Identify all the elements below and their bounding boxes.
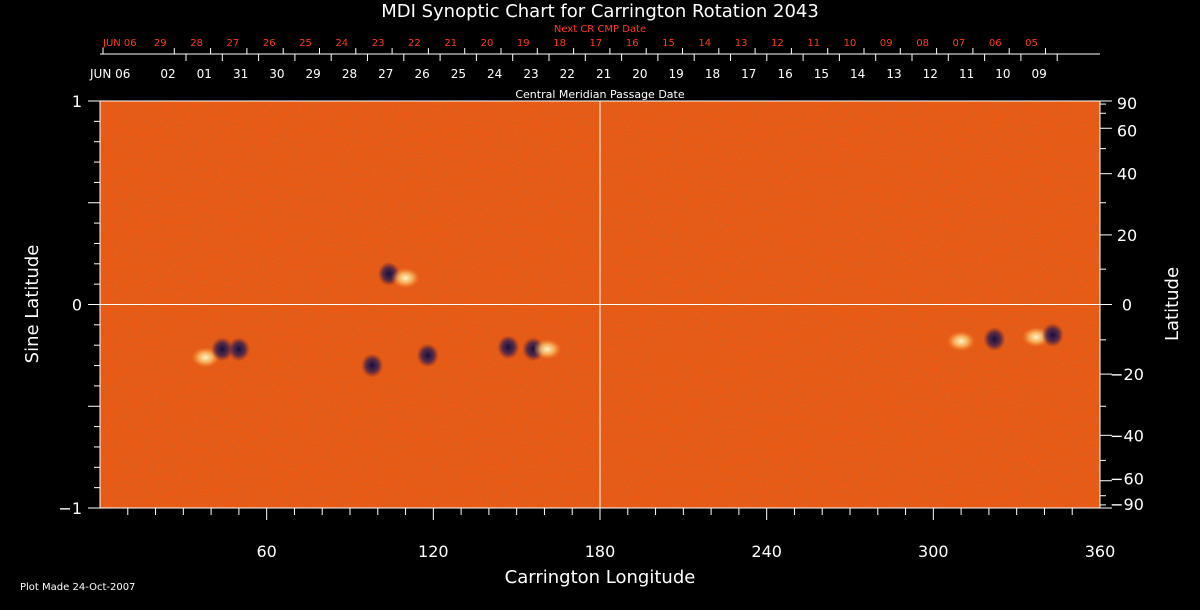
next-cr-tick-label: 13 <box>735 38 748 49</box>
cmp-tick-label: 31 <box>233 67 248 81</box>
y-left-tick-label: −1 <box>58 499 82 518</box>
y-right-tick-label: −60 <box>1110 470 1144 489</box>
next-cr-tick-label: 20 <box>481 38 494 49</box>
x-tick-label: 180 <box>585 542 616 561</box>
cmp-tick-label: 12 <box>923 67 938 81</box>
y-right-tick-label: 20 <box>1117 226 1137 245</box>
next-cr-tick-label: 18 <box>553 38 566 49</box>
cmp-tick-label: 15 <box>814 67 829 81</box>
y-axis-left-label: Sine Latitude <box>22 245 43 364</box>
x-tick-label: 60 <box>256 542 276 561</box>
active-region-3-negative <box>227 337 250 362</box>
next-cr-tick-label: 25 <box>299 38 312 49</box>
cmp-tick-label: 21 <box>596 67 611 81</box>
next-cr-tick-label: 12 <box>771 38 784 49</box>
next-cr-tick-label: 27 <box>227 38 240 49</box>
x-tick-label: 240 <box>751 542 782 561</box>
x-tick-label: 120 <box>418 542 449 561</box>
next-cr-tick-label: 07 <box>953 38 966 49</box>
next-cr-tick-label: JUN 06 <box>102 38 137 49</box>
cmp-tick-label: 23 <box>523 67 538 81</box>
next-cr-tick-label: 28 <box>190 38 203 49</box>
next-cr-tick-label: 23 <box>372 38 385 49</box>
y-right-tick-label: 60 <box>1117 121 1137 140</box>
cmp-tick-label: 09 <box>1032 67 1047 81</box>
next-cr-ticks: JUN 06 29 28 27 26 25 24 23 22 21 20 19 18 17 16 15 14 13… <box>102 38 1046 54</box>
cmp-ticks: JUN 06 02 01 31 30 29 28 27 26 25 24 23 22 21 20 19 18 17… <box>89 54 1058 81</box>
cmp-tick-label: 28 <box>342 67 357 81</box>
cmp-tick-label: 16 <box>777 67 792 81</box>
active-region-11-positive <box>947 331 976 352</box>
chart-title: MDI Synoptic Chart for Carrington Rotati… <box>381 1 819 22</box>
active-region-12-negative <box>983 327 1006 352</box>
cmp-tick-label: 26 <box>414 67 429 81</box>
y-axis-right-label: Latitude <box>1162 267 1183 341</box>
y-right-tick-label: 90 <box>1117 94 1137 113</box>
x-tick-label: 300 <box>918 542 949 561</box>
x-axis-label: Carrington Longitude <box>505 567 696 588</box>
next-cr-tick-label: 09 <box>880 38 893 49</box>
x-tick-label: 360 <box>1085 542 1116 561</box>
cmp-tick-label: 22 <box>560 67 575 81</box>
next-cr-tick-label: 22 <box>408 38 421 49</box>
next-cr-tick-label: 29 <box>154 38 167 49</box>
cmp-tick-label: 17 <box>741 67 756 81</box>
cmp-tick-label: 27 <box>378 67 393 81</box>
active-region-10-positive <box>533 339 562 360</box>
x-axis: 60 120 180 240 300 360 <box>127 508 1116 561</box>
cmp-tick-label: 13 <box>886 67 901 81</box>
active-region-5-positive <box>391 268 420 289</box>
cmp-tick-label: 02 <box>160 67 175 81</box>
next-cr-tick-label: 16 <box>626 38 639 49</box>
y-axis-right: 90 60 40 20 0 −20 −40 −60 −90 <box>1100 94 1144 514</box>
active-region-7-negative <box>416 343 439 368</box>
cmp-tick-label: 10 <box>995 67 1010 81</box>
cmp-tick-label: 24 <box>487 67 502 81</box>
y-right-tick-label: −40 <box>1110 426 1144 445</box>
cmp-tick-label: JUN 06 <box>89 67 130 81</box>
next-cr-tick-label: 11 <box>807 38 820 49</box>
cmp-tick-label: 25 <box>451 67 466 81</box>
next-cr-tick-label: 10 <box>844 38 857 49</box>
cmp-tick-label: 14 <box>850 67 865 81</box>
y-right-tick-label: 0 <box>1122 296 1132 315</box>
next-cr-tick-label: 05 <box>1025 38 1038 49</box>
next-cr-tick-label: 15 <box>662 38 675 49</box>
cmp-tick-label: 18 <box>705 67 720 81</box>
next-cr-tick-label: 14 <box>698 38 711 49</box>
next-cr-tick-label: 08 <box>916 38 929 49</box>
next-cr-tick-label: 21 <box>444 38 457 49</box>
next-cr-tick-label: 06 <box>989 38 1002 49</box>
active-region-14-negative <box>1041 323 1064 348</box>
cmp-tick-label: 30 <box>269 67 284 81</box>
active-region-8-negative <box>497 335 520 360</box>
cmp-tick-label: 29 <box>306 67 321 81</box>
cmp-tick-label: 20 <box>632 67 647 81</box>
cmp-tick-label: 19 <box>669 67 684 81</box>
y-left-tick-label: 1 <box>72 92 82 111</box>
y-right-tick-label: −90 <box>1110 495 1144 514</box>
y-right-tick-label: −20 <box>1110 365 1144 384</box>
next-cr-tick-label: 24 <box>335 38 348 49</box>
cmp-tick-label: 01 <box>197 67 212 81</box>
active-region-6-negative <box>361 353 384 378</box>
y-left-tick-label: 0 <box>72 296 82 315</box>
plot-made-note: Plot Made 24-Oct-2007 <box>20 582 135 593</box>
next-cr-axis-label: Next CR CMP Date <box>554 24 646 35</box>
next-cr-tick-label: 26 <box>263 38 276 49</box>
next-cr-tick-label: 19 <box>517 38 530 49</box>
y-axis-left: 1 0 −1 <box>58 92 100 518</box>
next-cr-tick-label: 17 <box>590 38 603 49</box>
cmp-tick-label: 11 <box>959 67 974 81</box>
active-region-2-negative <box>211 337 234 362</box>
y-right-tick-label: 40 <box>1117 165 1137 184</box>
cmp-axis-label: Central Meridian Passage Date <box>515 88 684 101</box>
